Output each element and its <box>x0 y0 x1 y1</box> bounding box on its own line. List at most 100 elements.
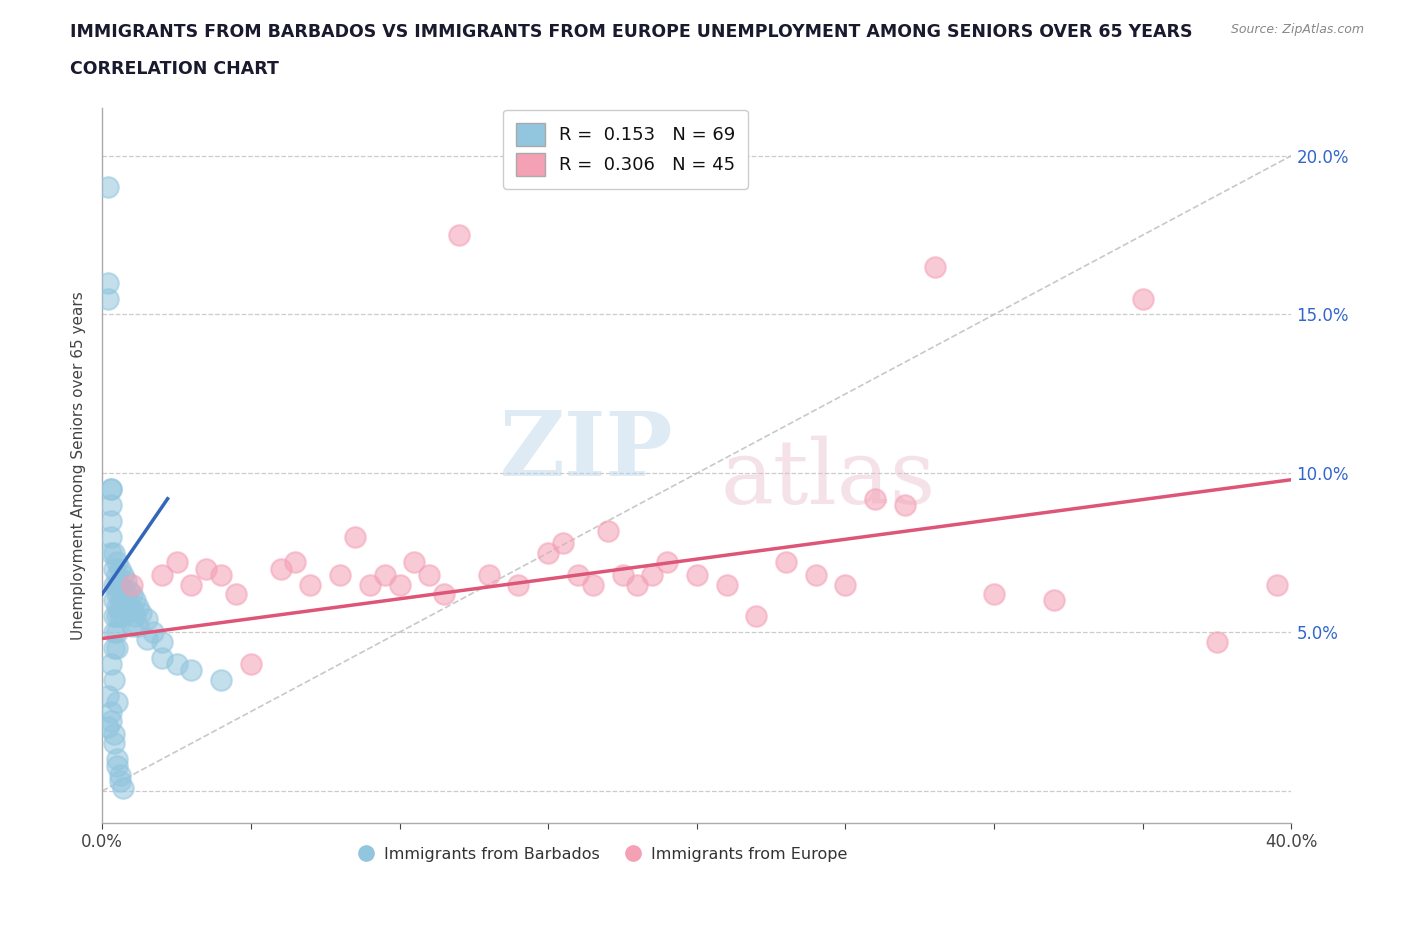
Point <box>716 578 738 592</box>
Point <box>299 578 322 592</box>
Point <box>124 609 146 624</box>
Text: CORRELATION CHART: CORRELATION CHART <box>70 60 280 78</box>
Point <box>447 228 470 243</box>
Point <box>108 578 131 592</box>
Point <box>108 561 131 576</box>
Point <box>100 657 122 671</box>
Point <box>108 599 131 614</box>
Point <box>612 567 634 582</box>
Point <box>103 545 125 560</box>
Point <box>100 545 122 560</box>
Point <box>115 599 138 614</box>
Point <box>121 587 143 602</box>
Point <box>129 605 152 620</box>
Point <box>225 587 247 602</box>
Point <box>195 561 218 576</box>
Point <box>239 657 262 671</box>
Point <box>108 767 131 782</box>
Text: ZIP: ZIP <box>499 407 673 495</box>
Point <box>804 567 827 582</box>
Point <box>121 603 143 618</box>
Point <box>1265 578 1288 592</box>
Point <box>97 180 120 195</box>
Point <box>115 574 138 589</box>
Point <box>150 634 173 649</box>
Point <box>105 599 128 614</box>
Point <box>97 720 120 735</box>
Point <box>329 567 352 582</box>
Point <box>124 593 146 608</box>
Point <box>103 593 125 608</box>
Point <box>655 555 678 570</box>
Point <box>924 259 946 274</box>
Y-axis label: Unemployment Among Seniors over 65 years: Unemployment Among Seniors over 65 years <box>72 291 86 640</box>
Point <box>111 593 134 608</box>
Point <box>582 578 605 592</box>
Point <box>115 587 138 602</box>
Text: Source: ZipAtlas.com: Source: ZipAtlas.com <box>1230 23 1364 36</box>
Point <box>105 695 128 710</box>
Point <box>103 561 125 576</box>
Point <box>596 523 619 538</box>
Point <box>97 291 120 306</box>
Point <box>108 609 131 624</box>
Point <box>983 587 1005 602</box>
Point <box>103 726 125 741</box>
Point <box>745 609 768 624</box>
Point <box>103 625 125 640</box>
Point <box>209 672 232 687</box>
Point <box>103 736 125 751</box>
Point <box>374 567 396 582</box>
Point <box>108 587 131 602</box>
Point <box>105 641 128 656</box>
Point <box>97 275 120 290</box>
Point <box>121 578 143 592</box>
Point <box>641 567 664 582</box>
Point <box>97 688 120 703</box>
Point <box>142 625 165 640</box>
Point <box>537 545 560 560</box>
Point <box>209 567 232 582</box>
Point <box>404 555 426 570</box>
Point <box>100 482 122 497</box>
Point <box>478 567 501 582</box>
Point <box>103 641 125 656</box>
Point <box>103 578 125 592</box>
Point <box>105 758 128 773</box>
Point <box>111 580 134 595</box>
Text: atlas: atlas <box>721 436 936 524</box>
Point <box>105 578 128 592</box>
Point <box>894 498 917 512</box>
Point <box>100 482 122 497</box>
Point <box>150 567 173 582</box>
Point <box>150 650 173 665</box>
Point <box>388 578 411 592</box>
Point <box>108 774 131 789</box>
Point <box>105 567 128 582</box>
Point <box>551 536 574 551</box>
Point <box>111 567 134 582</box>
Point <box>359 578 381 592</box>
Point <box>626 578 648 592</box>
Point <box>166 555 188 570</box>
Point <box>284 555 307 570</box>
Point <box>180 663 202 678</box>
Point <box>111 780 134 795</box>
Point <box>111 609 134 624</box>
Point <box>567 567 589 582</box>
Text: IMMIGRANTS FROM BARBADOS VS IMMIGRANTS FROM EUROPE UNEMPLOYMENT AMONG SENIORS OV: IMMIGRANTS FROM BARBADOS VS IMMIGRANTS F… <box>70 23 1192 41</box>
Point <box>418 567 440 582</box>
Point <box>100 513 122 528</box>
Legend: Immigrants from Barbados, Immigrants from Europe: Immigrants from Barbados, Immigrants fro… <box>350 841 853 869</box>
Point <box>863 491 886 506</box>
Point <box>105 587 128 602</box>
Point <box>135 612 157 627</box>
Point <box>127 599 149 614</box>
Point <box>121 618 143 633</box>
Point <box>100 704 122 719</box>
Point <box>118 583 141 598</box>
Point <box>105 609 128 624</box>
Point <box>1132 291 1154 306</box>
Point <box>1206 634 1229 649</box>
Point <box>103 609 125 624</box>
